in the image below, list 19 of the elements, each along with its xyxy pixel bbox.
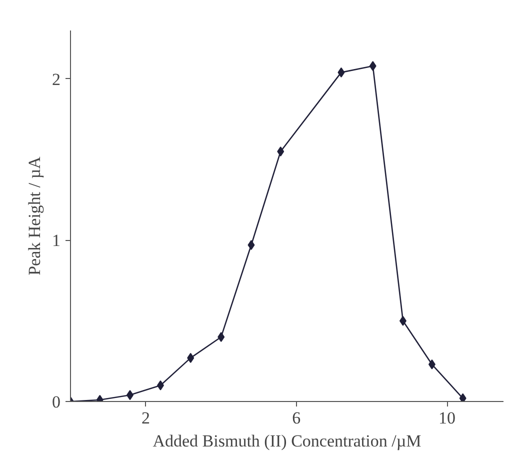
point [218, 332, 225, 342]
x-tick-label: 6 [292, 408, 301, 428]
y-tick-label: 0 [52, 392, 60, 412]
x-tick-label: 10 [438, 408, 456, 428]
x-axis-title: Added Bismuth (II) Concentration /µM [152, 432, 422, 450]
point [428, 359, 436, 370]
point [187, 352, 194, 363]
y-tick-label: 1 [52, 231, 60, 250]
y-axis-title: Peak Height / µA [25, 156, 44, 276]
point [459, 393, 466, 402]
x-tick-label: 2 [142, 408, 150, 428]
y-tick-label: 2 [52, 70, 60, 89]
point [369, 60, 376, 71]
point [399, 316, 406, 326]
point [126, 390, 134, 400]
point [277, 146, 284, 156]
point [338, 67, 345, 78]
point [248, 240, 255, 250]
point [156, 380, 164, 390]
